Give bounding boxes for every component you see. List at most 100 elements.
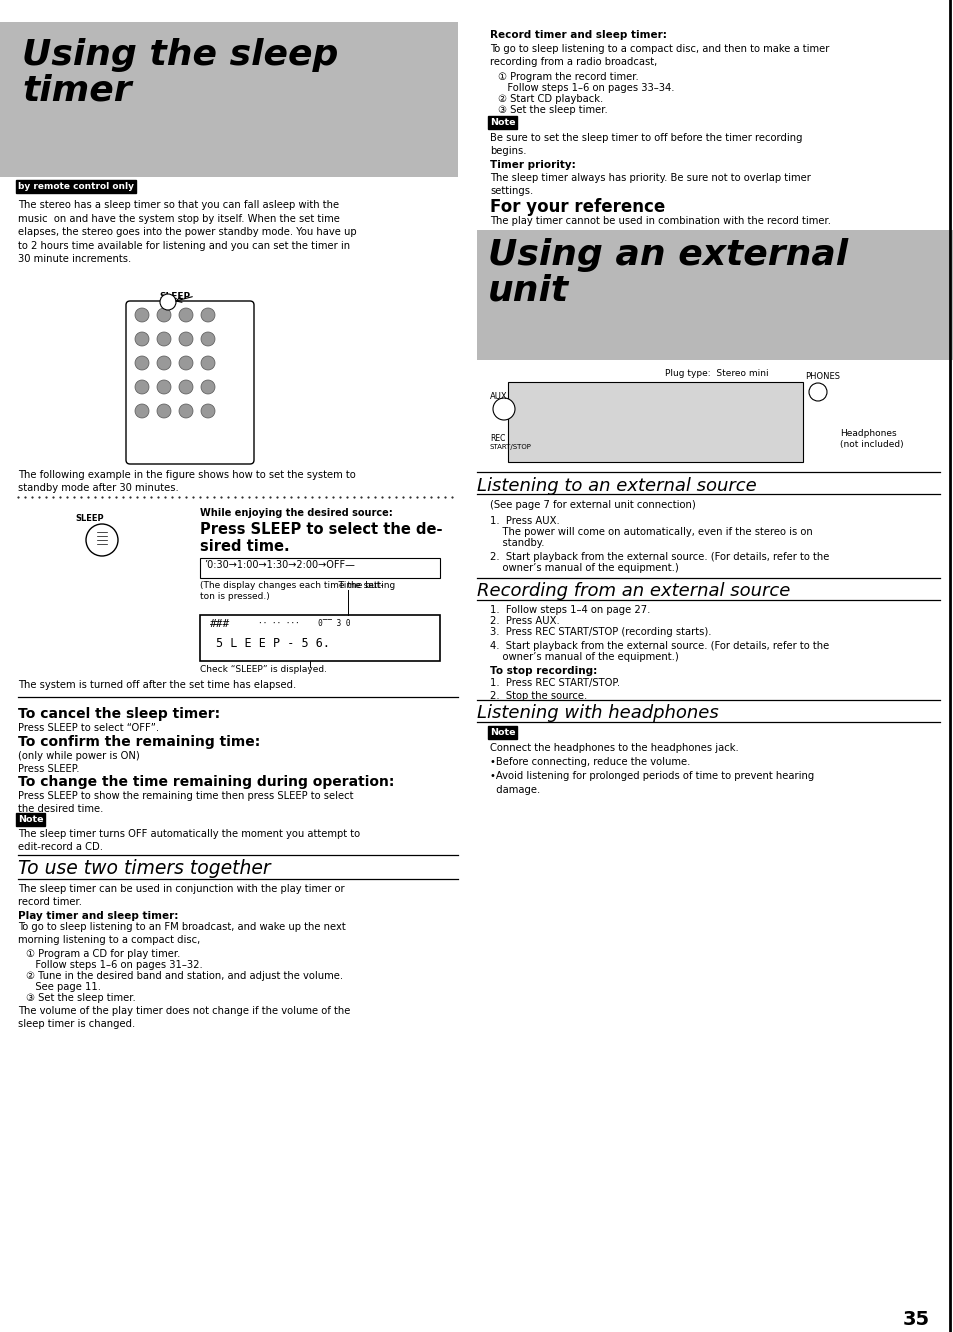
Text: AUX: AUX bbox=[490, 392, 507, 401]
Circle shape bbox=[157, 356, 171, 370]
Text: Headphones
(not included): Headphones (not included) bbox=[840, 429, 902, 449]
Text: 5 L E E P - 5 6.: 5 L E E P - 5 6. bbox=[215, 637, 330, 650]
Circle shape bbox=[201, 356, 214, 370]
Text: The sleep timer always has priority. Be sure not to overlap timer
settings.: The sleep timer always has priority. Be … bbox=[490, 173, 810, 196]
Text: Note: Note bbox=[490, 119, 515, 127]
Text: To go to sleep listening to an FM broadcast, and wake up the next
morning listen: To go to sleep listening to an FM broadc… bbox=[18, 922, 345, 946]
Text: 1.  Press AUX.: 1. Press AUX. bbox=[490, 515, 559, 526]
Text: owner’s manual of the equipment.): owner’s manual of the equipment.) bbox=[490, 563, 678, 573]
Text: Play timer and sleep timer:: Play timer and sleep timer: bbox=[18, 911, 178, 920]
Text: REC: REC bbox=[490, 434, 505, 444]
FancyBboxPatch shape bbox=[126, 301, 253, 464]
Text: (See page 7 for external unit connection): (See page 7 for external unit connection… bbox=[490, 500, 695, 510]
Text: 2.  Start playback from the external source. (For details, refer to the: 2. Start playback from the external sour… bbox=[490, 551, 828, 562]
Bar bbox=[200, 558, 439, 578]
Text: The stereo has a sleep timer so that you can fall asleep with the
music  on and : The stereo has a sleep timer so that you… bbox=[18, 200, 356, 264]
Text: The volume of the play timer does not change if the volume of the
sleep timer is: The volume of the play timer does not ch… bbox=[18, 1006, 350, 1030]
Text: Using the sleep
timer: Using the sleep timer bbox=[22, 39, 338, 108]
Text: Connect the headphones to the headphones jack.
•Before connecting, reduce the vo: Connect the headphones to the headphones… bbox=[490, 743, 814, 795]
Text: ② Tune in the desired band and station, and adjust the volume.: ② Tune in the desired band and station, … bbox=[26, 971, 343, 980]
Text: Note: Note bbox=[18, 815, 44, 825]
Text: To use two timers together: To use two timers together bbox=[18, 859, 271, 878]
Text: The system is turned off after the set time has elapsed.: The system is turned off after the set t… bbox=[18, 681, 296, 690]
Text: Time setting: Time setting bbox=[330, 581, 395, 590]
Circle shape bbox=[157, 308, 171, 322]
Text: Record timer and sleep timer:: Record timer and sleep timer: bbox=[490, 31, 666, 40]
Text: ① Program a CD for play timer.: ① Program a CD for play timer. bbox=[26, 948, 180, 959]
Text: owner’s manual of the equipment.): owner’s manual of the equipment.) bbox=[490, 651, 678, 662]
Bar bbox=[200, 615, 439, 661]
Circle shape bbox=[157, 332, 171, 346]
Circle shape bbox=[135, 404, 149, 418]
Text: The play timer cannot be used in combination with the record timer.: The play timer cannot be used in combina… bbox=[490, 216, 830, 226]
Text: Plug type:  Stereo mini: Plug type: Stereo mini bbox=[664, 369, 768, 378]
Text: ③ Set the sleep timer.: ③ Set the sleep timer. bbox=[26, 992, 135, 1003]
Circle shape bbox=[160, 294, 175, 310]
Text: by remote control only: by remote control only bbox=[18, 182, 133, 190]
Circle shape bbox=[201, 380, 214, 394]
Text: 2.  Press AUX.: 2. Press AUX. bbox=[490, 615, 559, 626]
Bar bbox=[507, 382, 802, 462]
Circle shape bbox=[179, 356, 193, 370]
Circle shape bbox=[135, 332, 149, 346]
Circle shape bbox=[201, 404, 214, 418]
Text: Follow steps 1–6 on pages 31–32.: Follow steps 1–6 on pages 31–32. bbox=[26, 960, 203, 970]
Text: Using an external
unit: Using an external unit bbox=[488, 238, 847, 308]
Text: While enjoying the desired source:: While enjoying the desired source: bbox=[200, 507, 393, 518]
Text: Press SLEEP to show the remaining time then press SLEEP to select
the desired ti: Press SLEEP to show the remaining time t… bbox=[18, 791, 354, 814]
Text: 3.  Press REC START/STOP (recording starts).: 3. Press REC START/STOP (recording start… bbox=[490, 627, 711, 637]
Text: The following example in the figure shows how to set the system to
standby mode : The following example in the figure show… bbox=[18, 470, 355, 493]
Circle shape bbox=[808, 384, 826, 401]
Circle shape bbox=[179, 308, 193, 322]
Text: SLEEP: SLEEP bbox=[75, 514, 104, 523]
Bar bbox=[476, 230, 953, 360]
Circle shape bbox=[135, 356, 149, 370]
Text: Note: Note bbox=[490, 729, 515, 737]
Text: Timer priority:: Timer priority: bbox=[490, 160, 576, 170]
Text: (only while power is ON)
Press SLEEP.: (only while power is ON) Press SLEEP. bbox=[18, 751, 139, 774]
Circle shape bbox=[157, 380, 171, 394]
Circle shape bbox=[157, 404, 171, 418]
Text: Recording from an external source: Recording from an external source bbox=[476, 582, 789, 599]
Circle shape bbox=[179, 404, 193, 418]
Text: ② Start CD playback.: ② Start CD playback. bbox=[497, 95, 602, 104]
Text: Be sure to set the sleep timer to off before the timer recording
begins.: Be sure to set the sleep timer to off be… bbox=[490, 133, 801, 156]
Text: To confirm the remaining time:: To confirm the remaining time: bbox=[18, 735, 260, 749]
Text: The sleep timer turns OFF automatically the moment you attempt to
edit-record a : The sleep timer turns OFF automatically … bbox=[18, 829, 359, 852]
Circle shape bbox=[493, 398, 515, 420]
Text: Press SLEEP to select “OFF”.: Press SLEEP to select “OFF”. bbox=[18, 723, 159, 733]
Text: The sleep timer can be used in conjunction with the play timer or
record timer.: The sleep timer can be used in conjuncti… bbox=[18, 884, 344, 907]
Text: Check “SLEEP” is displayed.: Check “SLEEP” is displayed. bbox=[200, 665, 327, 674]
Text: To stop recording:: To stop recording: bbox=[490, 666, 597, 677]
Text: 1.  Follow steps 1–4 on page 27.: 1. Follow steps 1–4 on page 27. bbox=[490, 605, 650, 615]
Text: standby.: standby. bbox=[490, 538, 544, 547]
Text: To cancel the sleep timer:: To cancel the sleep timer: bbox=[18, 707, 220, 721]
Text: (The display changes each time the but-
ton is pressed.): (The display changes each time the but- … bbox=[200, 581, 383, 602]
Bar bbox=[0, 23, 457, 177]
Text: ·· ·· ···    0̅̅ 3 0: ·· ·· ··· 0̅̅ 3 0 bbox=[257, 619, 350, 627]
Circle shape bbox=[179, 380, 193, 394]
Text: For your reference: For your reference bbox=[490, 198, 664, 216]
Circle shape bbox=[201, 332, 214, 346]
Text: ① Program the record timer.: ① Program the record timer. bbox=[497, 72, 639, 83]
Text: The power will come on automatically, even if the stereo is on: The power will come on automatically, ev… bbox=[490, 527, 812, 537]
Text: SLEEP: SLEEP bbox=[159, 292, 191, 301]
Text: Follow steps 1–6 on pages 33–34.: Follow steps 1–6 on pages 33–34. bbox=[497, 83, 674, 93]
Text: Press SLEEP to select the de-
sired time.: Press SLEEP to select the de- sired time… bbox=[200, 522, 442, 554]
Text: ’0:30→1:00→1:30→2:00→OFF—: ’0:30→1:00→1:30→2:00→OFF— bbox=[204, 559, 355, 570]
Text: START/STOP: START/STOP bbox=[490, 444, 532, 450]
Circle shape bbox=[135, 308, 149, 322]
Text: Listening to an external source: Listening to an external source bbox=[476, 477, 756, 496]
Text: PHONES: PHONES bbox=[804, 372, 840, 381]
Circle shape bbox=[135, 380, 149, 394]
Circle shape bbox=[201, 308, 214, 322]
Circle shape bbox=[179, 332, 193, 346]
Text: ###: ### bbox=[210, 619, 230, 629]
Text: Listening with headphones: Listening with headphones bbox=[476, 705, 718, 722]
Text: 4.  Start playback from the external source. (For details, refer to the: 4. Start playback from the external sour… bbox=[490, 641, 828, 651]
Text: ③ Set the sleep timer.: ③ Set the sleep timer. bbox=[497, 105, 607, 115]
Text: 1.  Press REC START/STOP.
2.  Stop the source.: 1. Press REC START/STOP. 2. Stop the sou… bbox=[490, 678, 619, 701]
Text: To change the time remaining during operation:: To change the time remaining during oper… bbox=[18, 775, 394, 789]
Text: To go to sleep listening to a compact disc, and then to make a timer
recording f: To go to sleep listening to a compact di… bbox=[490, 44, 828, 67]
Text: See page 11.: See page 11. bbox=[26, 982, 101, 992]
